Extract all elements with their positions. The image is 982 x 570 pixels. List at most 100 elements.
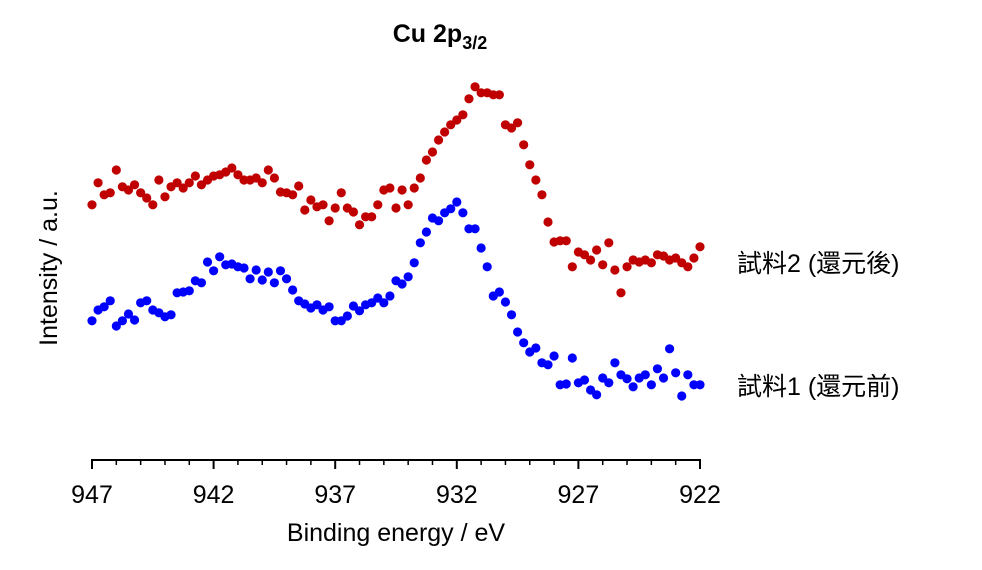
data-point (342, 311, 352, 321)
data-point (367, 212, 377, 222)
data-point (652, 364, 663, 374)
data-point (123, 185, 134, 195)
data-point (531, 343, 541, 353)
data-point (519, 140, 529, 150)
data-point (452, 115, 462, 125)
x-tick-label: 927 (558, 481, 600, 509)
data-point (640, 370, 650, 380)
data-point (610, 358, 620, 368)
data-point (87, 200, 97, 210)
title-subscript: 3/2 (462, 33, 487, 53)
data-point (695, 242, 705, 252)
data-point (592, 390, 602, 400)
data-point (585, 255, 596, 265)
data-point (239, 263, 249, 273)
data-point (397, 279, 407, 289)
data-point (166, 310, 176, 320)
data-point (579, 375, 590, 385)
data-point (531, 175, 541, 185)
data-point (628, 382, 638, 392)
data-point (592, 245, 602, 255)
data-point (397, 185, 407, 195)
data-point (403, 200, 413, 210)
series-label: 試料1 (還元前) (737, 373, 900, 401)
data-point (604, 378, 614, 388)
x-tick-label: 947 (71, 481, 113, 509)
data-point (300, 205, 310, 215)
data-point (93, 178, 103, 188)
data-point (306, 195, 316, 205)
data-point (494, 287, 504, 297)
data-point (677, 391, 687, 401)
data-point (354, 220, 365, 230)
data-point (598, 260, 608, 270)
data-point (324, 302, 334, 312)
data-point (354, 306, 365, 316)
data-point (543, 360, 553, 370)
data-point (251, 265, 261, 275)
data-point (142, 193, 152, 203)
data-point (111, 321, 121, 331)
data-point (506, 123, 517, 133)
data-point (123, 309, 134, 319)
data-point (312, 300, 322, 310)
data-point (269, 173, 279, 183)
data-point (233, 170, 243, 180)
data-point (105, 296, 115, 306)
data-point (257, 275, 267, 285)
data-point (513, 327, 523, 337)
data-point (646, 258, 656, 268)
data-point (178, 183, 188, 193)
data-point (257, 178, 267, 188)
data-point (446, 204, 456, 214)
data-point (616, 288, 626, 298)
data-point (129, 315, 140, 325)
data-point (136, 188, 146, 198)
data-point (117, 316, 127, 326)
data-point (269, 278, 279, 288)
data-point (646, 380, 656, 390)
data-point (318, 200, 328, 210)
data-point (324, 216, 334, 226)
data-point (190, 171, 200, 181)
data-point (288, 285, 298, 295)
data-point (506, 310, 517, 320)
data-point (604, 238, 614, 248)
data-point (561, 379, 571, 389)
data-point (567, 353, 577, 363)
y-axis-label: Intensity / a.u. (35, 190, 63, 346)
data-point (184, 178, 194, 188)
data-point (263, 267, 273, 277)
chart-title: Cu 2p3/2 (393, 20, 487, 53)
data-point (87, 316, 97, 326)
title-main: Cu 2p (393, 20, 462, 48)
data-point (513, 118, 523, 128)
data-point (215, 252, 225, 262)
data-point (689, 253, 699, 263)
data-point (579, 250, 590, 260)
data-point (671, 368, 681, 378)
data-point (458, 208, 468, 218)
data-point (683, 370, 693, 380)
data-point (610, 265, 620, 275)
data-point (172, 178, 182, 188)
data-point (665, 344, 675, 354)
data-point (421, 227, 431, 237)
data-point (348, 207, 359, 217)
data-point (263, 165, 273, 175)
data-point (433, 135, 444, 145)
data-point (470, 224, 480, 234)
data-point (148, 200, 158, 210)
data-point (209, 266, 219, 276)
data-point (415, 238, 425, 248)
data-point (403, 272, 413, 282)
data-point (281, 274, 292, 284)
data-point (379, 298, 389, 308)
data-point (105, 188, 115, 198)
data-point (543, 217, 553, 227)
data-point (494, 90, 504, 100)
data-point (111, 165, 121, 175)
data-point (452, 197, 462, 207)
data-point (464, 94, 474, 104)
data-point (470, 82, 480, 92)
